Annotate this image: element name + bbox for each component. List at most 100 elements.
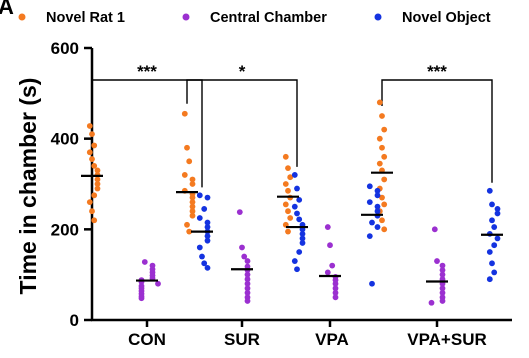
data-point xyxy=(332,285,339,292)
median-lines xyxy=(81,171,503,283)
significance-brackets: *** * *** xyxy=(91,62,493,188)
data-point xyxy=(491,242,498,249)
data-point xyxy=(86,123,93,129)
data-point xyxy=(294,185,300,192)
data-point xyxy=(439,285,446,292)
data-point xyxy=(184,221,190,228)
data-point xyxy=(244,289,251,296)
y-tick-label: 200 xyxy=(51,220,79,239)
legend-label: Central Chamber xyxy=(210,10,327,26)
data-point xyxy=(236,209,243,216)
data-point xyxy=(141,259,148,265)
data-point xyxy=(89,156,95,162)
x-tick-label: VPA+SUR xyxy=(407,330,487,349)
data-point xyxy=(94,181,101,187)
significance-bracket xyxy=(381,79,493,183)
data-point xyxy=(204,194,211,201)
data-point xyxy=(376,135,383,142)
data-point xyxy=(494,235,501,242)
data-point xyxy=(374,187,381,194)
data-point xyxy=(434,258,440,264)
data-point xyxy=(332,294,339,301)
x-tick-label: VPA xyxy=(315,330,349,349)
legend-label: Novel Rat 1 xyxy=(46,10,125,26)
data-point xyxy=(374,208,381,215)
data-point xyxy=(204,237,211,244)
y-axis-label: Time in chamber (s) xyxy=(15,78,41,295)
data-point xyxy=(381,201,388,208)
data-point xyxy=(287,215,294,221)
data-point xyxy=(431,226,438,233)
data-point xyxy=(91,217,98,224)
data-point xyxy=(244,298,251,304)
data-point xyxy=(299,235,306,242)
data-point xyxy=(91,162,98,169)
data-point xyxy=(489,201,495,208)
data-point xyxy=(439,262,446,269)
y-axis: 0 200 400 600 xyxy=(51,39,94,330)
data-point xyxy=(494,210,501,217)
x-axis: CON SUR VPA VPA+SUR xyxy=(91,318,512,349)
data-point xyxy=(439,298,446,304)
data-point xyxy=(244,285,251,292)
data-point xyxy=(285,208,291,215)
data-point xyxy=(381,126,388,133)
significance-label: * xyxy=(239,62,246,81)
data-point xyxy=(294,266,300,273)
data-point xyxy=(299,240,306,246)
data-point xyxy=(486,249,493,255)
data-point xyxy=(196,215,203,221)
data-point xyxy=(299,230,306,237)
data-point xyxy=(199,253,205,260)
data-point xyxy=(241,253,248,260)
data-point xyxy=(86,199,93,206)
data-point xyxy=(374,203,381,210)
data-point xyxy=(381,153,388,160)
legend-marker xyxy=(374,13,382,21)
data-point xyxy=(204,219,211,226)
data-point xyxy=(296,249,303,255)
x-tick-label: CON xyxy=(128,330,166,349)
data-point xyxy=(282,201,289,208)
data-point xyxy=(184,144,190,151)
data-point xyxy=(86,149,93,156)
data-point xyxy=(196,192,203,199)
data-point xyxy=(189,181,196,187)
data-point xyxy=(439,271,446,278)
data-point xyxy=(329,262,336,269)
data-point xyxy=(91,142,98,149)
data-point xyxy=(324,224,331,230)
significance-label: *** xyxy=(137,62,157,81)
data-point xyxy=(374,192,381,199)
data-point xyxy=(369,219,375,226)
data-point xyxy=(494,206,501,212)
data-point xyxy=(201,260,208,267)
data-point xyxy=(186,158,193,165)
legend-marker xyxy=(18,13,26,21)
data-point xyxy=(181,172,188,178)
data-point xyxy=(366,233,373,240)
data-point xyxy=(94,185,101,192)
data-point xyxy=(376,99,383,106)
data-point xyxy=(239,244,245,251)
legend-label: Novel Object xyxy=(402,10,491,26)
data-point xyxy=(489,260,495,267)
data-point xyxy=(369,280,375,287)
data-point xyxy=(204,264,211,271)
data-point xyxy=(189,212,196,219)
data-point xyxy=(379,217,385,224)
data-point xyxy=(381,226,388,233)
data-point xyxy=(94,167,101,174)
data-points xyxy=(86,99,501,306)
data-point xyxy=(376,160,383,167)
significance-bracket xyxy=(91,79,203,188)
data-point xyxy=(204,224,211,230)
data-point xyxy=(155,280,161,287)
data-point xyxy=(327,242,333,249)
data-point xyxy=(379,194,385,201)
data-point xyxy=(439,267,446,274)
data-point xyxy=(282,153,289,160)
y-tick-label: 600 xyxy=(51,39,79,58)
data-point xyxy=(285,165,291,172)
